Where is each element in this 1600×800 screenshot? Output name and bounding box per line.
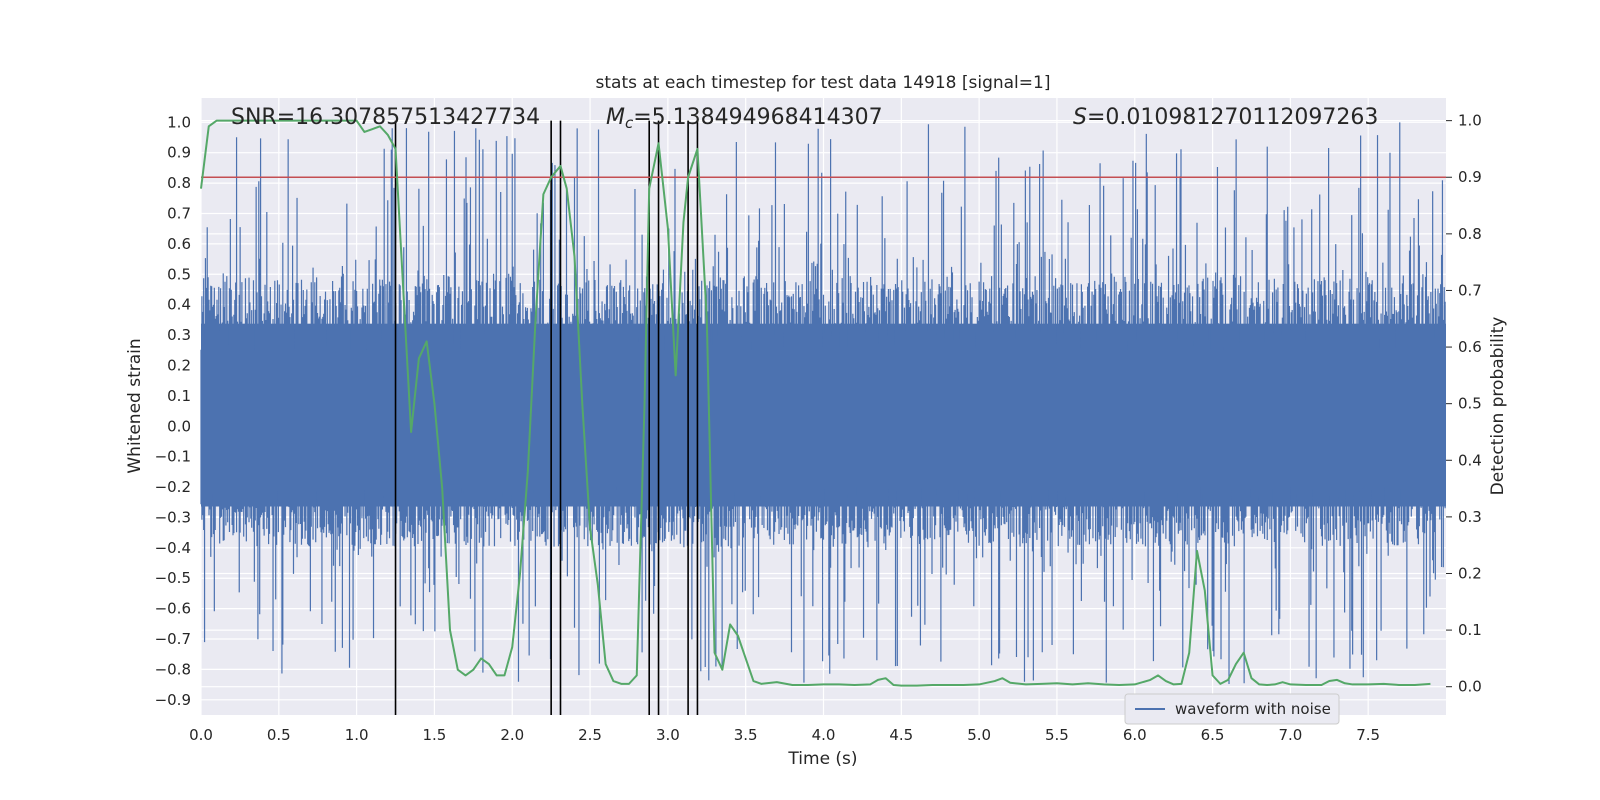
y2-tick-label: 0.0: [1458, 678, 1482, 696]
x-axis-title: Time (s): [787, 749, 857, 769]
x-tick-label: 2.5: [578, 726, 602, 744]
legend-box: [1124, 693, 1340, 725]
x-tick-label: 3.0: [656, 726, 680, 744]
x-tick-label: 4.0: [812, 726, 836, 744]
chirp-mass-annotation: Mc=5.138494968414307: [606, 105, 883, 132]
y2-tick-label: 1.0: [1458, 112, 1482, 130]
y2-tick-label: 0.6: [1458, 338, 1482, 356]
x-tick-label: 0.0: [189, 726, 213, 744]
y-tick-label: 0.5: [167, 265, 191, 283]
y-tick-label: 0.8: [167, 174, 191, 192]
y-tick-label: −0.3: [155, 508, 191, 526]
y-tick-label: 1.0: [167, 113, 191, 131]
y-tick-label: 0.7: [167, 204, 191, 222]
y-tick-label: 0.4: [167, 296, 191, 314]
waveform-line: [200, 122, 1446, 684]
x-tick-label: 0.5: [267, 726, 291, 744]
vertical-markers: [394, 120, 699, 715]
y2-tick-label: 0.7: [1458, 281, 1482, 299]
chirp-mass-value: =5.138494968414307: [633, 105, 882, 130]
chart-title: stats at each timestep for test data 149…: [596, 73, 1051, 93]
y-tick-label: −0.8: [155, 660, 191, 678]
axis-ticks: 0.0 0.5 1.0 1.5 2.0 2.5 3.0 3.5 4.0 4.5 5.0 5.5 6.0 6…: [155, 112, 1482, 744]
legend-label: waveform with noise: [1175, 700, 1331, 718]
y2-tick-label: 0.3: [1458, 508, 1482, 526]
y-tick-label: 0.2: [167, 356, 191, 374]
x-tick-label: 7.5: [1356, 726, 1380, 744]
y-tick-label: 0.1: [167, 387, 191, 405]
y2-tick-label: 0.1: [1458, 621, 1482, 639]
x-tick-label: 6.0: [1123, 726, 1147, 744]
y-tick-label: 0.6: [167, 235, 191, 253]
y-tick-label: −0.2: [155, 478, 191, 496]
s-symbol: S: [1073, 105, 1087, 130]
x-tick-label: 1.5: [423, 726, 447, 744]
x-tick-label: 3.5: [734, 726, 758, 744]
y2-axis-title: Detection probability: [1488, 317, 1508, 496]
x-tick-label: 6.5: [1201, 726, 1225, 744]
waveform-series: [200, 122, 1446, 684]
chirp-mass-symbol: M: [606, 105, 625, 130]
y2-tick-label: 0.9: [1458, 168, 1482, 186]
y-tick-label: −0.7: [155, 630, 191, 648]
y-tick-label: −0.4: [155, 539, 191, 557]
chirp-mass-subscript: c: [625, 114, 634, 132]
y-tick-label: −0.9: [155, 691, 191, 709]
snr-annotation: SNR=16.307857513427734: [231, 105, 540, 130]
y-tick-label: 0.0: [167, 417, 191, 435]
x-tick-label: 1.0: [345, 726, 369, 744]
x-tick-label: 5.0: [967, 726, 991, 744]
legend: waveform with noise: [1124, 693, 1340, 725]
probability-line: [200, 119, 1431, 687]
y2-tick-label: 0.5: [1458, 395, 1482, 413]
y2-tick-label: 0.4: [1458, 451, 1482, 469]
x-tick-label: 2.0: [500, 726, 524, 744]
y-tick-label: −0.6: [155, 600, 191, 618]
x-tick-label: 5.5: [1045, 726, 1069, 744]
s-annotation: S=0.010981270112097263: [1073, 105, 1378, 130]
y2-tick-label: 0.2: [1458, 564, 1482, 582]
x-tick-label: 7.0: [1278, 726, 1302, 744]
y2-tick-label: 0.8: [1458, 225, 1482, 243]
x-tick-label: 4.5: [889, 726, 913, 744]
probability-series: [200, 119, 1431, 687]
y-tick-label: −0.5: [155, 569, 191, 587]
y-tick-label: −0.1: [155, 448, 191, 466]
y-tick-label: 0.3: [167, 326, 191, 344]
y-axis-title: Whitened strain: [125, 338, 145, 473]
y-tick-label: 0.9: [167, 144, 191, 162]
s-value: =0.010981270112097263: [1087, 105, 1378, 130]
